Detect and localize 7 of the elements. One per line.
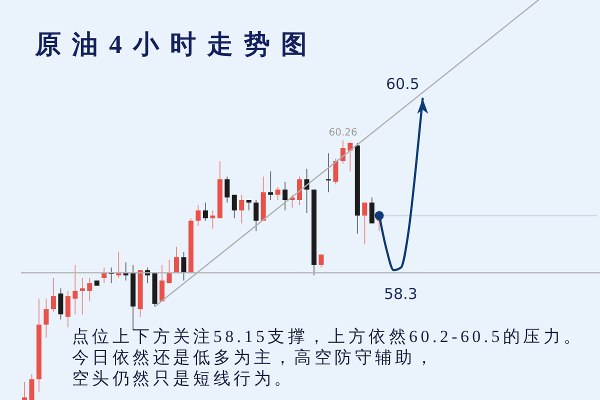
annotation: 60.26	[328, 127, 358, 138]
chart-title: 原油4小时走势图	[35, 30, 318, 60]
annotation: 空头仍然只是短线行为。	[72, 369, 294, 389]
annotation: 点位上下方关注58.15支撑，上方依然60.2-60.5的压力。	[72, 327, 584, 347]
annotation: 58.3	[384, 284, 418, 304]
text: 60.5	[386, 74, 420, 94]
annotation: 今日依然还是低多为主，高空防守辅助，	[72, 348, 436, 368]
